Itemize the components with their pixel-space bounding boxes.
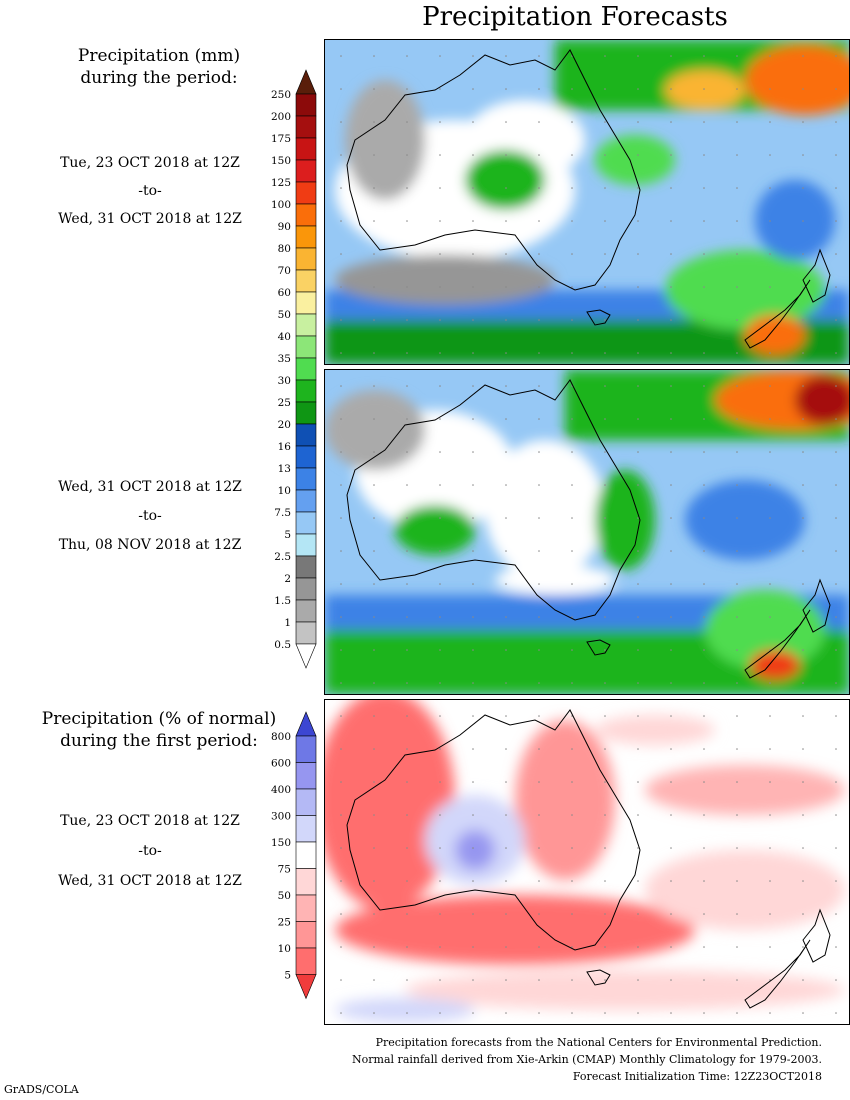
mm-swatch: [295, 247, 317, 271]
period2-end: Thu, 08 NOV 2018 at 12Z: [58, 537, 242, 553]
mm-tick-label: 16: [278, 441, 292, 453]
mm-swatch: [295, 225, 317, 249]
period2-start: Wed, 31 OCT 2018 at 12Z: [58, 479, 242, 495]
pct-swatch: [295, 762, 317, 790]
mm-swatch: [295, 511, 317, 535]
mm-swatch: [295, 401, 317, 425]
mm-tick-label: 60: [278, 287, 291, 299]
period3-end: Wed, 31 OCT 2018 at 12Z: [58, 873, 242, 889]
pct-swatch: [295, 921, 317, 949]
period1-end: Wed, 31 OCT 2018 at 12Z: [58, 211, 242, 227]
forecast-map-period1: [324, 39, 850, 365]
mm-swatch: [295, 115, 317, 139]
mm-swatch: [295, 335, 317, 359]
mm-swatch: [295, 621, 317, 645]
pct-tick-label: 75: [278, 864, 291, 876]
pct-tick-label: 800: [271, 731, 291, 743]
mm-swatch: [295, 379, 317, 403]
mm-swatch-top: [295, 69, 317, 95]
pct-swatch-top: [295, 711, 317, 737]
pct-swatch: [295, 735, 317, 763]
pct-swatch: [295, 947, 317, 975]
pct-heading: Precipitation (% of normal) during the f…: [41, 709, 277, 751]
pct-swatch: [295, 894, 317, 922]
period1-to: -to-: [138, 183, 162, 199]
mm-tick-label: 80: [278, 243, 291, 255]
pct-tick-label: 25: [278, 917, 291, 929]
footer-line2: Normal rainfall derived from Xie-Arkin (…: [352, 1053, 822, 1066]
mm-swatch: [295, 577, 317, 601]
mm-swatch-bottom: [295, 643, 317, 669]
pct-swatch-bottom: [295, 974, 317, 1000]
pct-tick-label: 150: [271, 837, 291, 849]
mm-swatch: [295, 159, 317, 183]
mm-swatch: [295, 181, 317, 205]
mm-tick-label: 13: [278, 463, 291, 475]
mm-tick-label: 100: [271, 199, 291, 211]
mm-tick-label: 90: [278, 221, 291, 233]
mm-swatch: [295, 93, 317, 117]
mm-tick-label: 35: [278, 353, 291, 365]
mm-tick-label: 200: [271, 111, 291, 123]
mm-swatch: [295, 291, 317, 315]
mm-tick-label: 175: [271, 133, 291, 145]
mm-swatch: [295, 423, 317, 447]
mm-swatch: [295, 203, 317, 227]
mm-tick-label: 30: [278, 375, 291, 387]
mm-tick-label: 125: [271, 177, 291, 189]
mm-tick-label: 1.5: [274, 595, 291, 607]
mm-tick-label: 2.5: [274, 551, 291, 563]
pct-tick-label: 10: [278, 943, 291, 955]
mm-tick-label: 5: [284, 529, 291, 541]
page-title: Precipitation Forecasts: [422, 2, 728, 32]
period1-start: Tue, 23 OCT 2018 at 12Z: [60, 155, 240, 171]
pct-tick-label: 5: [284, 970, 291, 982]
mm-tick-label: 40: [278, 331, 291, 343]
pct-swatch: [295, 868, 317, 896]
mm-swatch: [295, 599, 317, 623]
period3-to: -to-: [138, 843, 162, 859]
pct-colorbar: 800 600 400 300 150 75 50 25 10 5: [271, 711, 317, 1000]
mm-heading: Precipitation (mm) during the period:: [77, 46, 241, 88]
pct-swatch: [295, 788, 317, 816]
mm-tick-label: 0.5: [274, 639, 291, 651]
mm-tick-label: 7.5: [274, 507, 291, 519]
mm-tick-label: 70: [278, 265, 291, 277]
mm-swatch: [295, 313, 317, 337]
mm-tick-label: 2: [284, 573, 291, 585]
pct-tick-label: 300: [271, 811, 291, 823]
period3-start: Tue, 23 OCT 2018 at 12Z: [60, 813, 240, 829]
mm-swatch: [295, 445, 317, 469]
mm-tick-label: 1: [284, 617, 291, 629]
period2-to: -to-: [138, 508, 162, 524]
mm-tick-label: 10: [278, 485, 291, 497]
mm-tick-label: 20: [278, 419, 291, 431]
forecast-map-period2: [324, 369, 850, 695]
mm-swatch: [295, 467, 317, 491]
footer-line1: Precipitation forecasts from the Nationa…: [375, 1036, 822, 1049]
mm-tick-label: 250: [271, 89, 291, 101]
pct-swatch: [295, 841, 317, 869]
mm-tick-label: 50: [278, 309, 291, 321]
mm-swatch: [295, 269, 317, 293]
pct-tick-label: 50: [278, 890, 291, 902]
mm-colorbar: 2502001751501251009080706050403530252016…: [271, 69, 317, 669]
mm-swatch: [295, 357, 317, 381]
pct-tick-label: 400: [271, 784, 291, 796]
mm-swatch: [295, 137, 317, 161]
mm-swatch: [295, 555, 317, 579]
mm-tick-label: 25: [278, 397, 291, 409]
footer-line3: Forecast Initialization Time: 12Z23OCT20…: [572, 1070, 822, 1083]
mm-swatch: [295, 533, 317, 557]
mm-swatch: [295, 489, 317, 513]
pct-tick-label: 600: [271, 758, 291, 770]
percent-of-normal-map: [324, 699, 850, 1025]
pct-swatch: [295, 815, 317, 843]
credit: GrADS/COLA: [4, 1083, 79, 1096]
mm-tick-label: 150: [271, 155, 291, 167]
